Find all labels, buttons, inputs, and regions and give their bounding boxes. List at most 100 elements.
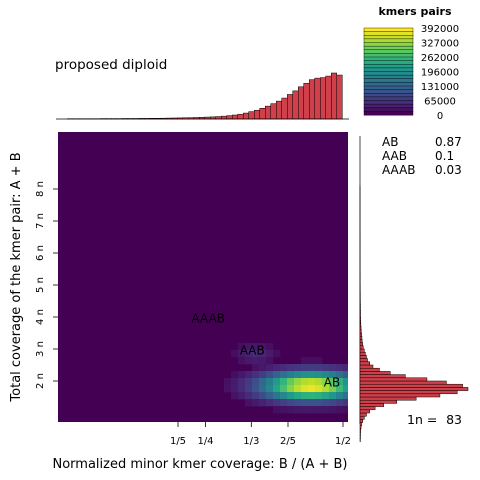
top-hist-bar bbox=[314, 77, 321, 120]
right-hist-bar bbox=[359, 345, 364, 350]
heatmap-cell bbox=[301, 378, 309, 386]
heatmap-cell bbox=[301, 371, 309, 379]
right-hist-bar bbox=[359, 428, 361, 433]
heatmap-cell bbox=[350, 392, 357, 399]
heatmap-cell bbox=[231, 392, 239, 400]
top-hist-bar bbox=[248, 111, 255, 120]
heatmap-cell bbox=[238, 392, 246, 400]
heatmap-cell bbox=[350, 364, 357, 371]
right-hist-bar bbox=[359, 342, 363, 347]
right-hist-bar bbox=[359, 348, 365, 353]
heatmap-cell bbox=[287, 364, 295, 372]
heatmap-cell bbox=[259, 357, 267, 365]
heatmap-cell bbox=[301, 385, 309, 393]
heatmap-cell bbox=[294, 378, 302, 386]
legend-swatch bbox=[363, 74, 414, 80]
y-tick-label: 4 n bbox=[35, 309, 46, 325]
right-hist-bar bbox=[359, 380, 447, 385]
heatmap-cell bbox=[322, 364, 330, 372]
heatmap-cell bbox=[329, 406, 337, 414]
y-tick-label: 2 n bbox=[35, 373, 46, 389]
heatmap-cell bbox=[329, 399, 337, 407]
heatmap-cell bbox=[343, 364, 348, 372]
right-hist-bar bbox=[359, 412, 367, 417]
heatmap-cell bbox=[287, 392, 295, 400]
top-hist-bar bbox=[303, 82, 310, 120]
legend-swatch bbox=[363, 56, 414, 62]
legend-swatch bbox=[363, 35, 414, 40]
heatmap-cell bbox=[336, 364, 344, 372]
legend-swatch bbox=[363, 27, 414, 33]
x-axis: 1/5 1/4 1/3 2/5 1/2 bbox=[170, 422, 351, 447]
heatmap-cell bbox=[280, 364, 288, 372]
heatmap-cell bbox=[231, 378, 239, 386]
heatmap-cell bbox=[350, 371, 357, 378]
right-hist-bar bbox=[359, 332, 362, 337]
heatmap-cell bbox=[315, 406, 323, 414]
right-hist-bar bbox=[359, 393, 441, 398]
heatmap-cell bbox=[245, 357, 253, 365]
right-hist-bar bbox=[359, 339, 363, 343]
legend-swatch bbox=[363, 38, 414, 43]
heatmap-cell bbox=[350, 385, 357, 392]
y-tick-label: 8 n bbox=[35, 181, 46, 197]
top-hist-bar bbox=[298, 86, 304, 120]
heatmap-cell bbox=[329, 371, 337, 379]
heatmap-cell bbox=[238, 371, 246, 379]
right-hist-bar bbox=[359, 335, 363, 340]
heatmap-cell bbox=[280, 371, 288, 379]
legend-swatch bbox=[363, 107, 414, 112]
heatmap-cell bbox=[266, 392, 274, 400]
heatmap-cell bbox=[245, 378, 253, 386]
top-hist-bar bbox=[336, 74, 343, 120]
heatmap-cell bbox=[308, 364, 316, 372]
heatmap-cell bbox=[266, 364, 274, 372]
heatmap-cell bbox=[266, 385, 274, 393]
y-tick-label: 5 n bbox=[35, 277, 46, 293]
y-axis-label: Total coverage of the kmer pair: A + B bbox=[9, 152, 24, 402]
proportion-value: 0.1 bbox=[435, 149, 454, 163]
y-axis: 2 n 3 n 4 n 5 n 6 n 7 n 8 n bbox=[35, 181, 58, 389]
heatmap-cell bbox=[273, 385, 281, 393]
heatmap-cell bbox=[329, 364, 337, 372]
heatmap-cell bbox=[238, 350, 246, 358]
heatmap-cell bbox=[273, 399, 281, 407]
heatmap-cell bbox=[315, 392, 323, 400]
heatmap-cell bbox=[259, 385, 267, 393]
heatmap-cell bbox=[266, 399, 274, 407]
legend-swatch bbox=[363, 96, 414, 101]
heatmap-cell bbox=[280, 385, 288, 393]
peak-label: AB bbox=[324, 376, 340, 390]
heatmap-cell bbox=[336, 385, 344, 393]
heatmap-cell bbox=[252, 350, 260, 358]
heatmap-cell bbox=[287, 406, 295, 414]
x-tick-label: 1/2 bbox=[335, 436, 351, 447]
right-hist-bar bbox=[359, 367, 380, 372]
top-hist-bar bbox=[265, 105, 271, 120]
heatmap-cell bbox=[308, 371, 316, 379]
heatmap-cell bbox=[308, 357, 316, 365]
legend-tick-label: 65000 bbox=[424, 97, 456, 108]
heatmap-cell bbox=[308, 392, 316, 400]
right-hist-bar bbox=[359, 355, 367, 359]
top-hist-bar bbox=[259, 108, 266, 120]
legend-colorbar bbox=[363, 27, 414, 116]
heatmap-cell bbox=[224, 385, 232, 393]
right-hist-bar bbox=[359, 323, 362, 327]
legend-swatch bbox=[363, 42, 414, 47]
heatmap-cell bbox=[315, 378, 323, 386]
legend-swatch bbox=[363, 45, 414, 51]
heatmap-cell bbox=[301, 357, 309, 365]
heatmap-cell bbox=[266, 343, 274, 351]
heatmap-cell bbox=[294, 399, 302, 407]
heatmap-cell bbox=[287, 378, 295, 386]
heatmap-cell bbox=[308, 378, 316, 386]
heatmap-cell bbox=[259, 399, 267, 407]
heatmap-cell bbox=[329, 392, 337, 400]
heatmap-cell bbox=[336, 406, 344, 414]
heatmap-cell bbox=[322, 399, 330, 407]
legend-swatch bbox=[363, 82, 414, 87]
heatmap-cell bbox=[280, 406, 288, 414]
heatmap-cell bbox=[259, 343, 267, 351]
top-hist-bar bbox=[221, 115, 227, 120]
